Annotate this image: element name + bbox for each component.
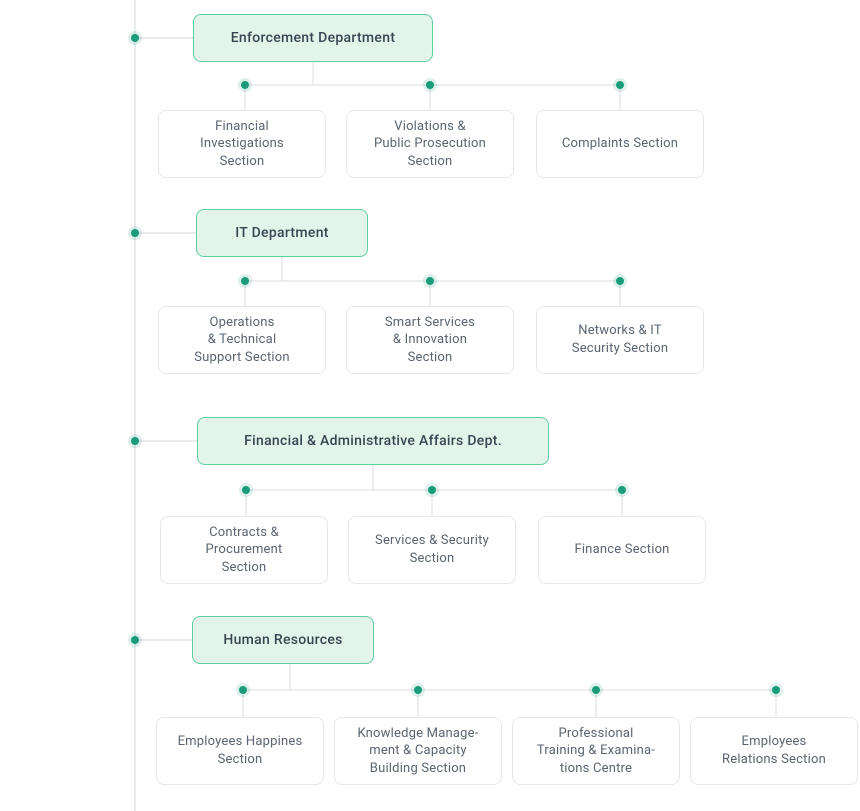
connector-dot	[772, 686, 780, 694]
dept-hr: Human Resources	[192, 616, 374, 664]
connector-dot	[426, 81, 434, 89]
connector-dot	[131, 636, 139, 644]
dept-it: IT Department	[196, 209, 368, 257]
connector-dot	[426, 277, 434, 285]
section-prof-train: Professional Training & Examina- tions C…	[512, 717, 680, 785]
connector-dot	[241, 81, 249, 89]
section-emp-happiness: Employees Happines Section	[156, 717, 324, 785]
section-viol-pub: Violations & Public Prosecution Section	[346, 110, 514, 178]
section-fin-inv: Financial Investigations Section	[158, 110, 326, 178]
section-emp-rel: Employees Relations Section	[690, 717, 858, 785]
section-contracts: Contracts & Procurement Section	[160, 516, 328, 584]
dept-fin-admin: Financial & Administrative Affairs Dept.	[197, 417, 549, 465]
connector-dot	[618, 486, 626, 494]
section-complaints: Complaints Section	[536, 110, 704, 178]
connector-dot	[616, 81, 624, 89]
section-finance: Finance Section	[538, 516, 706, 584]
section-know-mgmt: Knowledge Manage- ment & Capacity Buildi…	[334, 717, 502, 785]
connector-dot	[131, 229, 139, 237]
connector-dot	[616, 277, 624, 285]
connector-dot	[241, 277, 249, 285]
connector-dot	[414, 686, 422, 694]
connector-dot	[131, 437, 139, 445]
dept-enforcement: Enforcement Department	[193, 14, 433, 62]
connector-dot	[428, 486, 436, 494]
connector-dot	[242, 486, 250, 494]
section-smart-svc: Smart Services & Innovation Section	[346, 306, 514, 374]
connector-dot	[592, 686, 600, 694]
section-net-sec: Networks & IT Security Section	[536, 306, 704, 374]
section-ops-tech: Operations & Technical Support Section	[158, 306, 326, 374]
connector-dot	[131, 34, 139, 42]
connector-dot	[239, 686, 247, 694]
section-svc-sec: Services & Security Section	[348, 516, 516, 584]
